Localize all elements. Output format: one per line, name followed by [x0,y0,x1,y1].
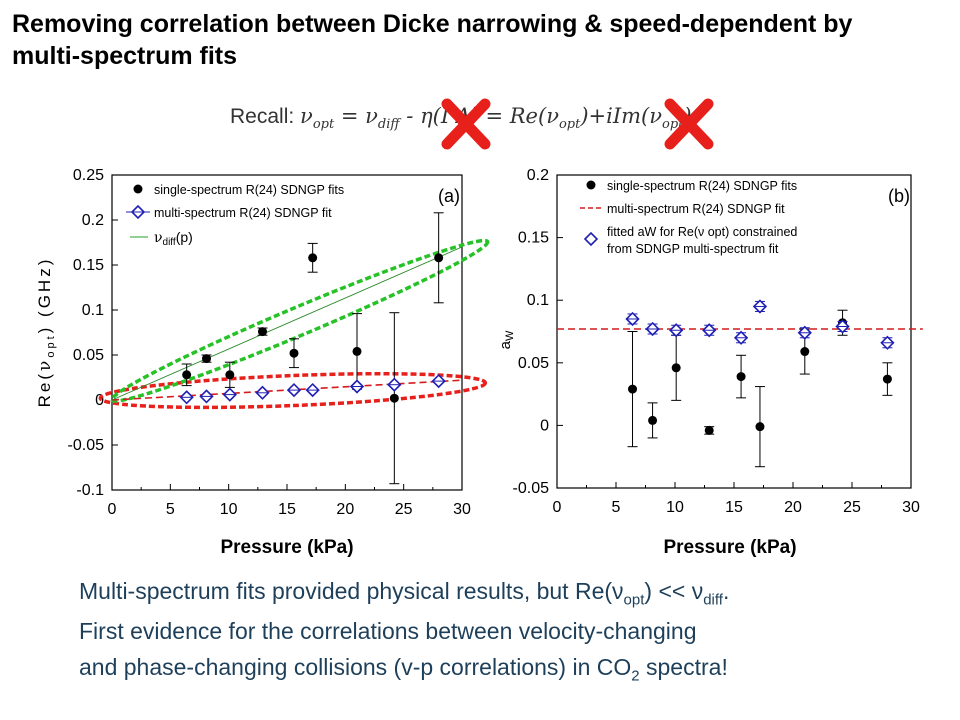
fit-line [111,379,463,401]
eta-symbol: η [420,104,433,128]
y-tick-label: 0.2 [82,212,104,229]
tick-labels: 0 5 10 15 20 25 30 -0.1 -0.05 0 0.05 0.1 0.15 0.2 0.25 [68,167,471,518]
legend-item-3: fitted aW for Re(ν opt) constrained [607,225,797,239]
legend-filled-circle-icon [133,184,143,194]
data-point-filled [289,348,299,358]
x-tick-label: 10 [666,499,684,516]
minus-sign: - [399,104,421,128]
fit-lines [111,246,463,401]
x-tick-label: 15 [725,499,743,516]
y-tick-label: 0.15 [518,230,549,247]
y-tick-label: 0.2 [527,167,549,184]
panel-label: (a) [438,186,460,206]
slide-title: Removing correlation between Dicke narro… [12,10,853,70]
legend-filled-circle-icon [586,180,596,190]
legend-item-4: from SDNGP multi-spectrum fit [607,242,779,256]
opt-subscript: opt [312,117,335,133]
fit-line [111,246,463,401]
data-point-filled [434,253,444,263]
y-tick-label: 0.15 [73,257,104,274]
x-tick-label: 0 [553,499,562,516]
legend-item-2: multi-spectrum R(24) SDNGP fit [607,202,785,216]
data-point-filled [628,384,638,394]
x-tick-label: 20 [336,501,354,518]
diff-subscript: diff [377,117,400,133]
data-point-filled [671,363,681,373]
y-axis-nu: ν [35,358,55,371]
data-point-filled [704,425,714,435]
y-axis-label: aW [497,330,516,349]
data-point-filled [182,370,192,380]
data-point-filled [648,415,658,425]
x-tick-label: 0 [108,501,117,518]
y-tick-label: 0.05 [73,347,104,364]
x-tick-label: 30 [902,499,920,516]
y-tick-label: 0.1 [82,302,104,319]
legend-item-2: multi-spectrum R(24) SDNGP fit [154,206,332,220]
y-tick-label: 0 [95,392,104,409]
x-tick-label: 5 [612,499,621,516]
y-tick-label: -0.05 [513,480,550,497]
cross-out-mark-1 [441,98,491,150]
y-tick-label: 0.1 [527,292,549,309]
conclusion-line-2: First evidence for the correlations betw… [79,618,697,644]
x-tick-label: 30 [453,501,471,518]
chart-a: 0 5 10 15 20 25 30 -0.1 -0.05 0 0.05 0.1 0.15 0.2 0.25… [35,167,490,558]
data-point-filled [389,393,399,403]
y-tick-label: 0.25 [73,167,104,184]
plot-frame [111,174,463,491]
data-point-filled [225,370,235,380]
x-tick-label: 5 [166,501,175,518]
data-point-filled [352,346,362,356]
panel-label: (b) [888,186,910,206]
data-point-filled [800,347,810,357]
legend-item-1: single-spectrum R(24) SDNGP fits [154,183,344,197]
cross-out-mark-2 [664,98,714,150]
x-axis-label: Pressure (kPa) [663,537,796,558]
conclusion-line-1: Multi-spectrum fits provided physical re… [79,578,730,609]
red-highlight-ellipse [98,371,488,410]
opt-subscript-2: opt [558,117,581,133]
legend: single-spectrum R(24) SDNGP fits multi-s… [126,183,344,248]
x-axis-label: Pressure (kPa) [220,537,353,558]
plus-im: )+iIm( [580,104,650,128]
recall-prefix: Recall: [230,105,301,128]
y-tick-label: 0.05 [518,355,549,372]
x-tick-label: 25 [843,499,861,516]
nu-symbol-3: ν [546,104,559,128]
legend: single-spectrum R(24) SDNGP fits multi-s… [580,179,797,256]
y-tick-label: -0.05 [68,437,105,454]
data-point-filled [755,422,765,432]
x-tick-label: 25 [395,501,413,518]
data-point-filled [202,354,211,364]
nu-symbol-4: ν [649,104,663,128]
x-tick-label: 20 [784,499,802,516]
x-tick-label: 15 [278,501,296,518]
data-point-filled [882,374,892,384]
y-axis-label: Re(νopt) (GHz) [35,257,57,408]
data-point-filled [258,327,267,337]
y-tick-label: 0 [540,417,549,434]
legend-item-1: single-spectrum R(24) SDNGP fits [607,179,797,193]
y-tick-label: -0.1 [76,482,104,499]
equals-1: = [334,104,366,128]
legend-open-diamond-icon [583,231,599,247]
legend-item-3: νdiff(p) [154,229,193,248]
data-point-filled [308,253,318,263]
data-point-filled [736,372,746,382]
nu-symbol-2: ν [365,104,378,128]
conclusion-line-3: and phase-changing collisions (v-p corre… [79,654,728,685]
x-tick-label: 10 [220,501,238,518]
nu-symbol: ν [300,104,313,128]
y-axis-opt: opt [45,333,57,357]
data-marks [179,212,446,485]
plot-frame [556,174,912,489]
data-marks [625,299,895,468]
recall-equation: Recall: νopt = νdiff - η(ΓΔ) = Re(νopt)+… [230,104,692,132]
